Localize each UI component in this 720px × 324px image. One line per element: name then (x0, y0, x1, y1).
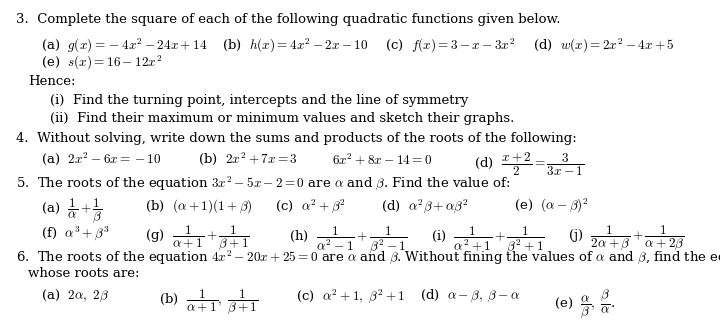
Text: (b)  $(\alpha+1)(1+\beta)$: (b) $(\alpha+1)(1+\beta)$ (145, 197, 252, 215)
Text: (d)  $w(x) = 2x^2 - 4x + 5$: (d) $w(x) = 2x^2 - 4x + 5$ (533, 37, 675, 55)
Text: (i)  $\dfrac{1}{\alpha^2+1} + \dfrac{1}{\beta^2+1}$: (i) $\dfrac{1}{\alpha^2+1} + \dfrac{1}{\… (431, 224, 544, 255)
Text: (g)  $\dfrac{1}{\alpha+1} + \dfrac{1}{\beta+1}$: (g) $\dfrac{1}{\alpha+1} + \dfrac{1}{\be… (145, 224, 249, 252)
Text: 6.  The roots of the equation $4x^2 - 20x + 25 = 0$ are $\alpha$ and $\beta$. Wi: 6. The roots of the equation $4x^2 - 20x… (17, 249, 720, 266)
Text: (b)  $h(x) = 4x^2 - 2x - 10$: (b) $h(x) = 4x^2 - 2x - 10$ (222, 37, 369, 55)
Text: 3.  Complete the square of each of the following quadratic functions given below: 3. Complete the square of each of the fo… (17, 13, 561, 26)
Text: (b)  $2x^2 + 7x = 3$: (b) $2x^2 + 7x = 3$ (198, 151, 297, 167)
Text: (ii)  Find their maximum or minimum values and sketch their graphs.: (ii) Find their maximum or minimum value… (50, 112, 514, 125)
Text: (d)  $\alpha-\beta,\ \beta-\alpha$: (d) $\alpha-\beta,\ \beta-\alpha$ (420, 287, 520, 304)
Text: $6x^2 + 8x - 14 = 0$: $6x^2 + 8x - 14 = 0$ (332, 151, 432, 167)
Text: (h)  $\dfrac{1}{\alpha^2-1} + \dfrac{1}{\beta^2-1}$: (h) $\dfrac{1}{\alpha^2-1} + \dfrac{1}{\… (289, 224, 408, 255)
Text: 4.  Without solving, write down the sums and products of the roots of the follow: 4. Without solving, write down the sums … (17, 132, 577, 145)
Text: (c)  $\alpha^2 + \beta^2$: (c) $\alpha^2 + \beta^2$ (275, 197, 346, 215)
Text: (j)  $\dfrac{1}{2\alpha+\beta} + \dfrac{1}{\alpha+2\beta}$: (j) $\dfrac{1}{2\alpha+\beta} + \dfrac{1… (568, 224, 685, 252)
Text: (a)  $\dfrac{1}{\alpha} + \dfrac{1}{\beta}$: (a) $\dfrac{1}{\alpha} + \dfrac{1}{\beta… (41, 197, 102, 226)
Text: (e)  $s(x) = 16 - 12x^2$: (e) $s(x) = 16 - 12x^2$ (41, 54, 162, 72)
Text: (d)  $\alpha^2\beta + \alpha\beta^2$: (d) $\alpha^2\beta + \alpha\beta^2$ (381, 197, 469, 215)
Text: (e)  $(\alpha - \beta)^2$: (e) $(\alpha - \beta)^2$ (514, 197, 588, 215)
Text: 5.  The roots of the equation $3x^2 - 5x - 2 = 0$ are $\alpha$ and $\beta$. Find: 5. The roots of the equation $3x^2 - 5x … (17, 175, 511, 192)
Text: (e)  $\dfrac{\alpha}{\beta},\ \dfrac{\beta}{\alpha}$.: (e) $\dfrac{\alpha}{\beta},\ \dfrac{\bet… (554, 287, 616, 320)
Text: (f)  $\alpha^3 + \beta^3$: (f) $\alpha^3 + \beta^3$ (41, 224, 109, 242)
Text: (a)  $2\alpha,\ 2\beta$: (a) $2\alpha,\ 2\beta$ (41, 287, 109, 304)
Text: (c)  $\alpha^2+1,\ \beta^2+1$: (c) $\alpha^2+1,\ \beta^2+1$ (297, 287, 406, 305)
Text: Hence:: Hence: (28, 75, 76, 88)
Text: (i)  Find the turning point, intercepts and the line of symmetry: (i) Find the turning point, intercepts a… (50, 94, 468, 107)
Text: (a)  $2x^2 - 6x = -10$: (a) $2x^2 - 6x = -10$ (41, 151, 161, 167)
Text: whose roots are:: whose roots are: (28, 267, 140, 280)
Text: (b)  $\dfrac{1}{\alpha+1},\ \dfrac{1}{\beta+1}$: (b) $\dfrac{1}{\alpha+1},\ \dfrac{1}{\be… (159, 287, 258, 316)
Text: (d)  $\dfrac{x+2}{2} = \dfrac{3}{3x-1}$: (d) $\dfrac{x+2}{2} = \dfrac{3}{3x-1}$ (474, 151, 585, 178)
Text: (a)  $g(x) = -4x^2 - 24x + 14$: (a) $g(x) = -4x^2 - 24x + 14$ (41, 37, 207, 55)
Text: (c)  $f(x) = 3 - x - 3x^2$: (c) $f(x) = 3 - x - 3x^2$ (384, 37, 515, 55)
